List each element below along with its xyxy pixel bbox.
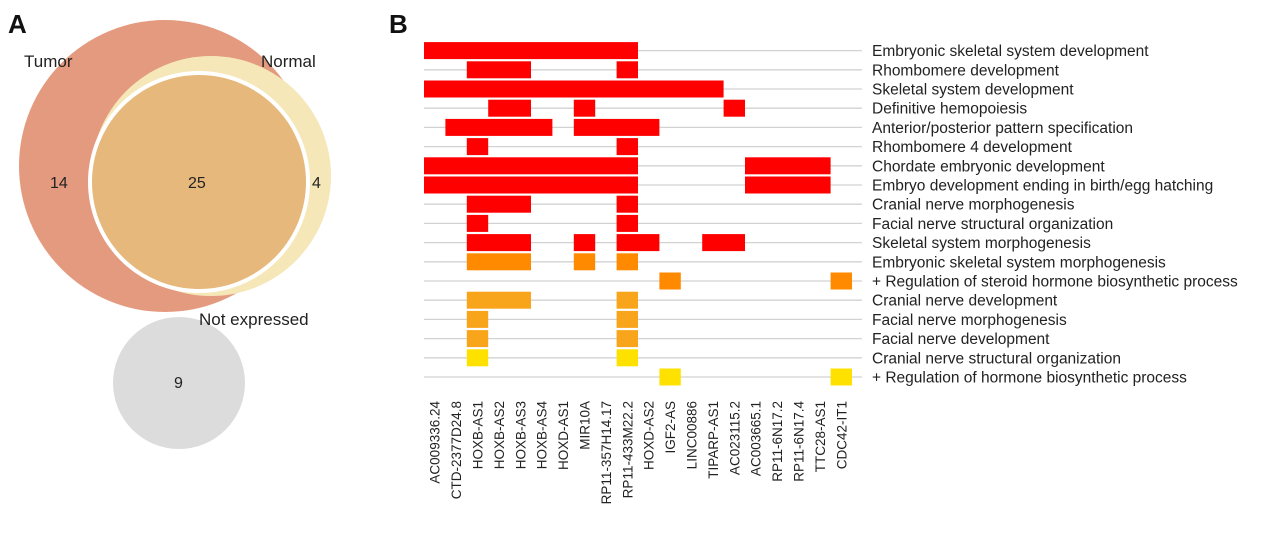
- heatmap-cell: [424, 80, 724, 98]
- column-label: HOXD-AS2: [642, 401, 657, 470]
- heatmap-cell: [424, 176, 638, 194]
- heatmap-cell: [466, 214, 489, 232]
- row-label: Cranial nerve morphogenesis: [872, 197, 1075, 214]
- heatmap-cell: [616, 349, 638, 367]
- column-label: RP11-433M22.2: [620, 401, 635, 498]
- heatmap-cell: [616, 214, 638, 232]
- heatmap-cell: [466, 291, 531, 309]
- heatmap-cell: [830, 272, 852, 290]
- column-label: AC009336.24: [428, 401, 443, 484]
- heatmap-cell: [573, 99, 596, 117]
- heatmap-cell: [723, 99, 745, 117]
- heatmap-cells: [424, 42, 852, 386]
- row-gridlines: [424, 49, 862, 378]
- row-label: Anterior/posterior pattern specification: [872, 120, 1133, 137]
- panel-letter-a: A: [8, 9, 27, 39]
- row-label: Skeletal system morphogenesis: [872, 235, 1091, 252]
- heatmap-cell: [616, 61, 638, 79]
- heatmap-cell: [616, 253, 638, 271]
- column-label: CDC42-IT1: [834, 401, 849, 469]
- heatmap-cell: [466, 195, 531, 213]
- row-label: + Regulation of steroid hormone biosynth…: [872, 274, 1238, 291]
- intersection-count: 25: [188, 175, 206, 192]
- row-label: Rhombomere 4 development: [872, 139, 1073, 156]
- row-label: + Regulation of hormone biosynthetic pro…: [872, 370, 1187, 387]
- heatmap-cell: [466, 253, 531, 271]
- row-label: Definitive hemopoiesis: [872, 101, 1027, 118]
- heatmap-cell: [573, 118, 660, 136]
- heatmap-cell: [466, 61, 531, 79]
- venn-panel: A Tumor Normal Not expressed 14 25 4 9: [8, 9, 331, 449]
- row-labels: Embryonic skeletal system development Rho…: [872, 43, 1238, 386]
- column-labels: AC009336.24 CTD-2377D24.8 HOXB-AS1 HOXB-AS2…: [428, 401, 850, 505]
- heatmap-cell: [616, 234, 660, 252]
- heatmap-cell: [573, 253, 596, 271]
- row-label: Cranial nerve development: [872, 293, 1058, 310]
- column-label: RP11-6N17.2: [770, 401, 785, 482]
- heatmap-cell: [616, 330, 638, 348]
- column-label: TTC28-AS1: [813, 401, 828, 472]
- not-expressed-circle: [113, 317, 245, 449]
- column-label: RP11-357H14.17: [599, 401, 614, 504]
- heatmap-cell: [616, 195, 638, 213]
- heatmap-cell: [466, 349, 489, 367]
- row-label: Embryonic skeletal system morphogenesis: [872, 254, 1166, 271]
- column-label: HOXD-AS1: [556, 401, 571, 470]
- column-label: AC003665.1: [749, 401, 764, 476]
- heatmap-cell: [466, 330, 489, 348]
- heatmap-cell: [616, 138, 638, 156]
- tumor-label: Tumor: [24, 52, 73, 71]
- heatmap-cell: [424, 157, 638, 175]
- column-label: LINC00886: [685, 401, 700, 469]
- row-label: Facial nerve development: [872, 331, 1050, 348]
- heatmap-panel: B Embryonic skeletal system development R…: [389, 9, 1238, 504]
- heatmap-cell: [830, 368, 852, 386]
- heatmap-cell: [616, 291, 638, 309]
- column-label: IGF2-AS: [663, 401, 678, 454]
- heatmap-cell: [616, 310, 638, 328]
- not-expressed-count: 9: [174, 375, 183, 392]
- row-label: Facial nerve structural organization: [872, 216, 1113, 233]
- row-label: Cranial nerve structural organization: [872, 350, 1121, 367]
- heatmap-cell: [466, 310, 489, 328]
- column-label: HOXB-AS3: [513, 401, 528, 469]
- heatmap-cell: [445, 118, 553, 136]
- heatmap-cell: [573, 234, 596, 252]
- normal-only-count: 4: [312, 175, 321, 192]
- column-label: TIPARP-AS1: [706, 401, 721, 479]
- normal-label: Normal: [261, 52, 316, 71]
- row-label: Skeletal system development: [872, 82, 1074, 99]
- row-label: Embryo development ending in birth/egg h…: [872, 178, 1213, 195]
- heatmap-cell: [466, 234, 531, 252]
- row-label: Chordate embryonic development: [872, 158, 1105, 175]
- column-label: AC023115.2: [727, 401, 742, 475]
- heatmap-cell: [702, 234, 745, 252]
- not-expressed-label: Not expressed: [199, 310, 309, 329]
- intersection-circle: [88, 71, 310, 293]
- heatmap-cell: [488, 99, 531, 117]
- column-label: HOXB-AS1: [471, 401, 486, 469]
- heatmap-cell: [424, 42, 638, 60]
- heatmap-cell: [659, 368, 681, 386]
- column-label: MIR10A: [578, 401, 593, 450]
- heatmap-cell: [745, 157, 831, 175]
- column-label: HOXB-AS2: [492, 401, 507, 469]
- heatmap-cell: [745, 176, 831, 194]
- row-label: Rhombomere development: [872, 62, 1060, 79]
- column-label: RP11-6N17.4: [792, 401, 807, 482]
- heatmap-cell: [466, 138, 489, 156]
- panel-letter-b: B: [389, 9, 408, 39]
- heatmap-cell: [659, 272, 681, 290]
- row-label: Facial nerve morphogenesis: [872, 312, 1067, 329]
- row-label: Embryonic skeletal system development: [872, 43, 1149, 60]
- tumor-only-count: 14: [50, 175, 68, 192]
- column-label: HOXB-AS4: [535, 401, 550, 470]
- column-label: CTD-2377D24.8: [449, 401, 464, 499]
